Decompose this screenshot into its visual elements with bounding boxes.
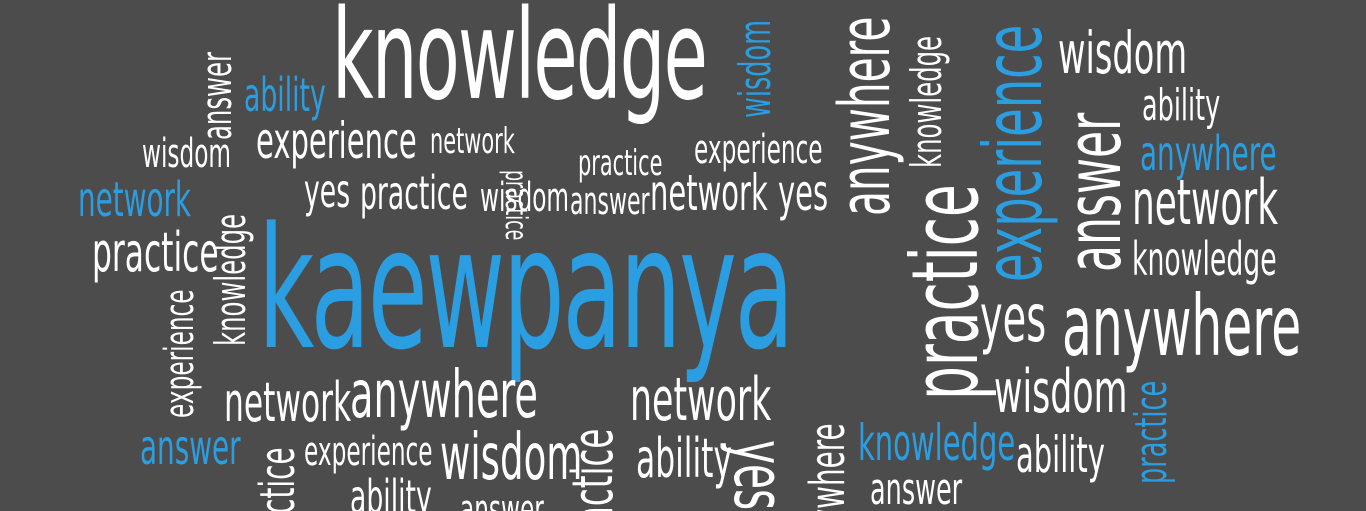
word-anywhere-vertical: anywhere [824, 16, 906, 216]
word-kaewpanya: kaewpanya [258, 191, 794, 387]
word-ability-bottom: ability [350, 470, 432, 511]
word-answer-mid: answer [570, 179, 650, 223]
word-yes-vertical-large: yes [718, 440, 800, 511]
word-ability-lower: ability [636, 427, 732, 490]
word-network-right: network [1132, 166, 1279, 239]
word-yes-right: yes [980, 280, 1047, 357]
word-wisdom-right: wisdom [994, 357, 1128, 427]
word-yes-2: yes [778, 164, 829, 222]
word-answer-blue: answer [140, 420, 241, 476]
word-anywhere-vertical-lower: anywhere [800, 423, 856, 511]
word-practice-small: practice [578, 143, 663, 184]
word-wisdom-mid: wisdom [480, 175, 570, 221]
word-answer-lower-right: answer [870, 464, 963, 511]
word-network-lower: network [224, 371, 352, 434]
word-answer-bottom: answer [460, 487, 544, 511]
word-practice-mid: practice [360, 166, 468, 220]
word-wisdom-lower: wisdom [440, 421, 583, 495]
word-practice-left: practice [92, 221, 219, 284]
word-knowledge-large: knowledge [332, 0, 708, 128]
word-knowledge-vertical: knowledge [902, 35, 951, 168]
word-wisdom-left: wisdom [142, 131, 232, 177]
word-network-lower-mid: network [630, 365, 772, 435]
word-experience: experience [256, 112, 417, 170]
word-wisdom-vertical-blue: wisdom [730, 20, 781, 118]
word-ability-right: ability [1016, 426, 1105, 484]
word-ability-blue: ability [244, 68, 326, 122]
word-knowledge-vertical-left: knowledge [206, 213, 255, 346]
word-practice-vertical-edge: practice [250, 447, 306, 511]
word-wisdom: wisdom [1058, 19, 1188, 87]
word-practice-vertical-large: practice [892, 184, 999, 400]
word-experience-vertical-left: experience [157, 289, 203, 418]
word-anywhere-lower: anywhere [350, 356, 538, 433]
word-answer-vertical: answer [192, 52, 241, 140]
word-experience-lower: experience [304, 429, 433, 475]
word-network-yes: network [650, 164, 768, 222]
word-experience-mid: experience [694, 127, 823, 173]
word-network: network [430, 121, 515, 162]
word-knowledge-right: knowledge [1132, 232, 1277, 286]
word-answer-vertical-large: answer [1049, 112, 1138, 272]
word-anywhere-right: anywhere [1062, 277, 1302, 375]
word-practice-vertical-lower: practice [561, 428, 626, 511]
word-practice-vertical-blue: practice [1126, 380, 1177, 484]
word-ability: ability [1142, 80, 1221, 131]
word-network-blue: network [78, 172, 192, 228]
word-yes: yes [304, 164, 351, 218]
word-anywhere-blue: anywhere [1140, 126, 1277, 182]
word-knowledge-blue: knowledge [858, 414, 1016, 472]
